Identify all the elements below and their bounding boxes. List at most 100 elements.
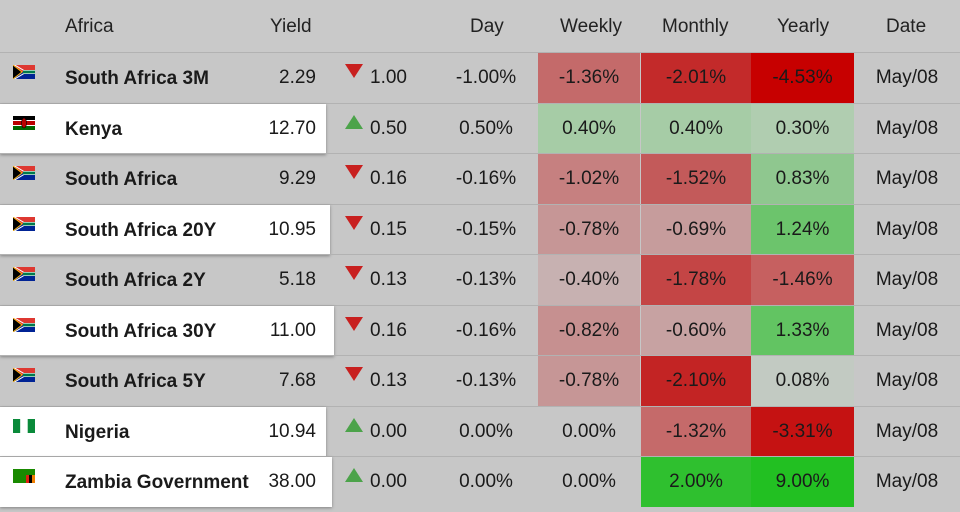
instrument-name[interactable]: South Africa <box>65 169 178 190</box>
yield-value: 7.68 <box>279 370 316 391</box>
weekly-cell-bg <box>538 154 640 204</box>
table-row[interactable]: South Africa 20Y 10.95 0.15 -0.15% -0.78% -0.… <box>0 203 960 255</box>
weekly-change: 0.00% <box>562 471 616 492</box>
yearly-cell-bg <box>751 305 854 356</box>
monthly-change: -2.10% <box>665 370 727 391</box>
yield-value: 10.94 <box>268 420 316 442</box>
weekly-change: -0.40% <box>558 269 620 290</box>
instrument-name-box[interactable]: Nigeria <box>0 406 326 457</box>
date-value: May/08 <box>875 67 939 88</box>
date-value: May/08 <box>875 269 939 290</box>
weekly-change: 0.00% <box>562 420 616 442</box>
up-arrow-icon <box>344 104 364 154</box>
day-change: -0.13% <box>455 269 517 290</box>
down-arrow-icon <box>344 205 364 255</box>
day-change: 0.50% <box>459 117 513 139</box>
yearly-change: -3.31% <box>772 420 833 442</box>
instrument-name[interactable]: South Africa 3M <box>65 68 209 89</box>
instrument-name[interactable]: South Africa 5Y <box>65 371 206 392</box>
table-row[interactable]: Kenya 12.70 0.50 0.50% 0.40% 0.40% 0.30% May/08 <box>0 102 960 154</box>
table-row[interactable]: South Africa 30Y 11.00 0.16 -0.16% -0.82% -0.… <box>0 304 960 356</box>
yearly-change: 1.24% <box>775 218 830 240</box>
weekly-change: -1.02% <box>558 168 620 189</box>
down-arrow-icon <box>344 306 364 356</box>
instrument-name-box[interactable]: South Africa 2Y <box>0 255 330 305</box>
yearly-cell-bg <box>751 103 854 154</box>
yield-value: 10.95 <box>268 218 316 240</box>
weekly-change: -0.78% <box>558 370 620 391</box>
header-yield[interactable]: Yield <box>270 16 312 37</box>
header-weekly[interactable]: Weekly <box>560 16 622 37</box>
yield-value: 2.29 <box>279 67 316 88</box>
header-region[interactable]: Africa <box>65 16 114 37</box>
yearly-cell-bg <box>751 406 854 457</box>
yearly-cell-bg <box>751 204 854 255</box>
monthly-change: 2.00% <box>669 471 723 492</box>
monthly-change: -0.69% <box>665 218 727 240</box>
monthly-cell-bg <box>641 305 751 356</box>
yearly-cell-bg <box>751 356 854 406</box>
header-monthly[interactable]: Monthly <box>662 16 729 37</box>
monthly-cell-bg <box>641 53 751 103</box>
instrument-name[interactable]: Kenya <box>65 118 123 140</box>
date-value: May/08 <box>875 168 939 189</box>
south-africa-flag-icon <box>13 267 35 281</box>
table-row[interactable]: South Africa 3M 2.29 1.00 -1.00% -1.36% -2.01… <box>0 52 960 103</box>
table-row[interactable]: South Africa 9.29 0.16 -0.16% -1.02% -1.52% 0.… <box>0 153 960 204</box>
date-value: May/08 <box>875 370 939 391</box>
header-date[interactable]: Date <box>886 16 927 37</box>
instrument-name-box[interactable]: South Africa <box>0 154 330 204</box>
yearly-change: 0.08% <box>775 370 830 391</box>
header-yearly[interactable]: Yearly <box>777 16 830 37</box>
table-row[interactable]: Zambia Government 38.00 0.00 0.00% 0.00% 2.00… <box>0 456 960 507</box>
date-value: May/08 <box>875 319 939 341</box>
monthly-cell-bg <box>641 103 751 154</box>
instrument-name[interactable]: South Africa 20Y <box>65 219 217 241</box>
yearly-cell-bg <box>751 53 854 103</box>
date-value: May/08 <box>875 218 939 240</box>
south-africa-flag-icon <box>13 65 35 79</box>
table-row[interactable]: Nigeria 10.94 0.00 0.00% 0.00% -1.32% -3.31% Ma… <box>0 405 960 457</box>
south-africa-flag-icon <box>13 166 35 180</box>
weekly-cell-bg <box>538 204 640 255</box>
yield-value: 11.00 <box>269 319 316 341</box>
yield-value: 9.29 <box>279 168 316 189</box>
instrument-name[interactable]: Zambia Government <box>65 472 249 493</box>
monthly-cell-bg <box>641 204 751 255</box>
weekly-change: 0.40% <box>562 117 616 139</box>
change-value: 0.16 <box>370 319 407 341</box>
instrument-name-box[interactable]: South Africa 3M <box>0 53 330 103</box>
table-row[interactable]: South Africa 2Y 5.18 0.13 -0.13% -0.40% -1.78… <box>0 254 960 305</box>
change-value: 1.00 <box>370 67 407 88</box>
yearly-cell-bg <box>751 154 854 204</box>
south-africa-flag-icon <box>13 216 35 231</box>
change-value: 0.15 <box>370 218 407 240</box>
up-arrow-icon <box>344 457 364 507</box>
instrument-name-box[interactable]: South Africa 20Y <box>0 204 330 255</box>
date-value: May/08 <box>875 117 939 139</box>
instrument-name[interactable]: South Africa 30Y <box>65 320 217 342</box>
instrument-name-box[interactable]: South Africa 30Y <box>0 305 334 356</box>
yearly-change: 1.33% <box>775 319 830 341</box>
monthly-cell-bg <box>641 255 751 305</box>
monthly-cell-bg <box>641 356 751 406</box>
instrument-name-box[interactable]: South Africa 5Y <box>0 356 330 406</box>
weekly-cell-bg <box>538 305 640 356</box>
monthly-change: 0.40% <box>669 117 723 139</box>
instrument-name-box[interactable]: Zambia Government <box>0 457 332 507</box>
weekly-cell-bg <box>538 356 640 406</box>
header-day[interactable]: Day <box>470 16 504 37</box>
day-change: -0.13% <box>455 370 517 391</box>
table-row[interactable]: South Africa 5Y 7.68 0.13 -0.13% -0.78% -2.10… <box>0 355 960 406</box>
day-change: 0.00% <box>459 420 513 442</box>
change-value: 0.13 <box>370 269 407 290</box>
monthly-change: -1.78% <box>665 269 727 290</box>
instrument-name[interactable]: Nigeria <box>65 421 130 443</box>
zambia-flag-icon <box>13 469 35 483</box>
down-arrow-icon <box>344 255 364 305</box>
weekly-cell-bg <box>538 53 640 103</box>
instrument-name[interactable]: South Africa 2Y <box>65 270 206 291</box>
weekly-change: -0.78% <box>558 218 620 240</box>
south-africa-flag-icon <box>13 317 35 332</box>
instrument-name-box[interactable]: Kenya <box>0 103 326 154</box>
